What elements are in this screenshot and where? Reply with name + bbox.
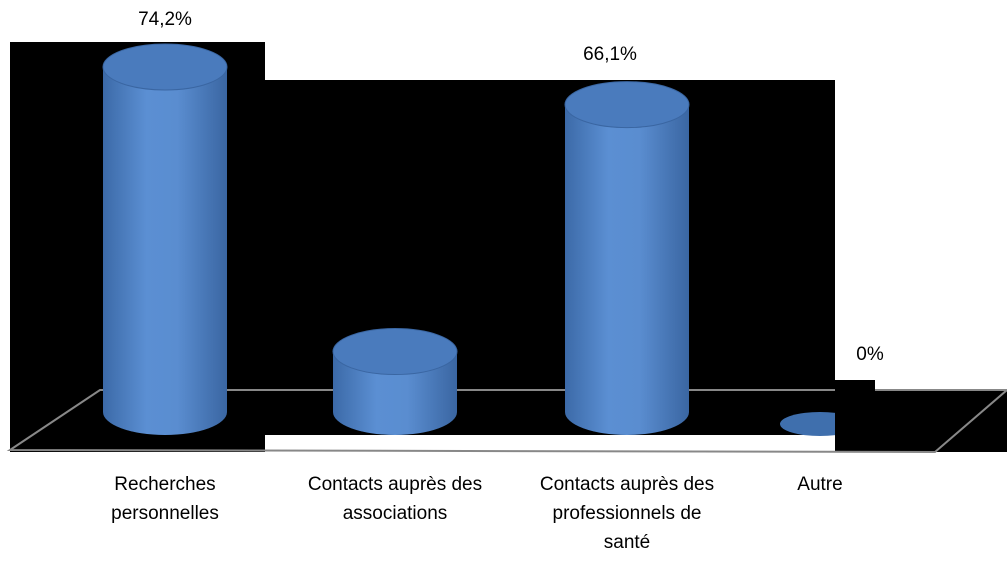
- x-tick-label: Contacts auprès des associations: [307, 474, 483, 524]
- data-label: 74,2%: [138, 9, 192, 30]
- bar: [332, 328, 458, 435]
- data-label: 0%: [856, 344, 884, 365]
- bar: [564, 81, 690, 435]
- background: [835, 390, 1007, 452]
- bar: [102, 43, 228, 435]
- bar-top: [332, 328, 458, 376]
- bar-top: [102, 43, 228, 91]
- bar-body: [333, 351, 457, 435]
- mask: [835, 380, 875, 440]
- x-tick-label: Contacts auprès des professionnels de sa…: [539, 474, 715, 553]
- x-tick-label: Recherches personnelles: [111, 474, 219, 524]
- bar-body: [565, 104, 689, 435]
- bar-top: [564, 81, 690, 129]
- data-label: 66,1%: [583, 44, 637, 65]
- floor: [6, 389, 1007, 454]
- bar-body: [103, 66, 227, 435]
- x-tick-label: Autre: [797, 474, 843, 495]
